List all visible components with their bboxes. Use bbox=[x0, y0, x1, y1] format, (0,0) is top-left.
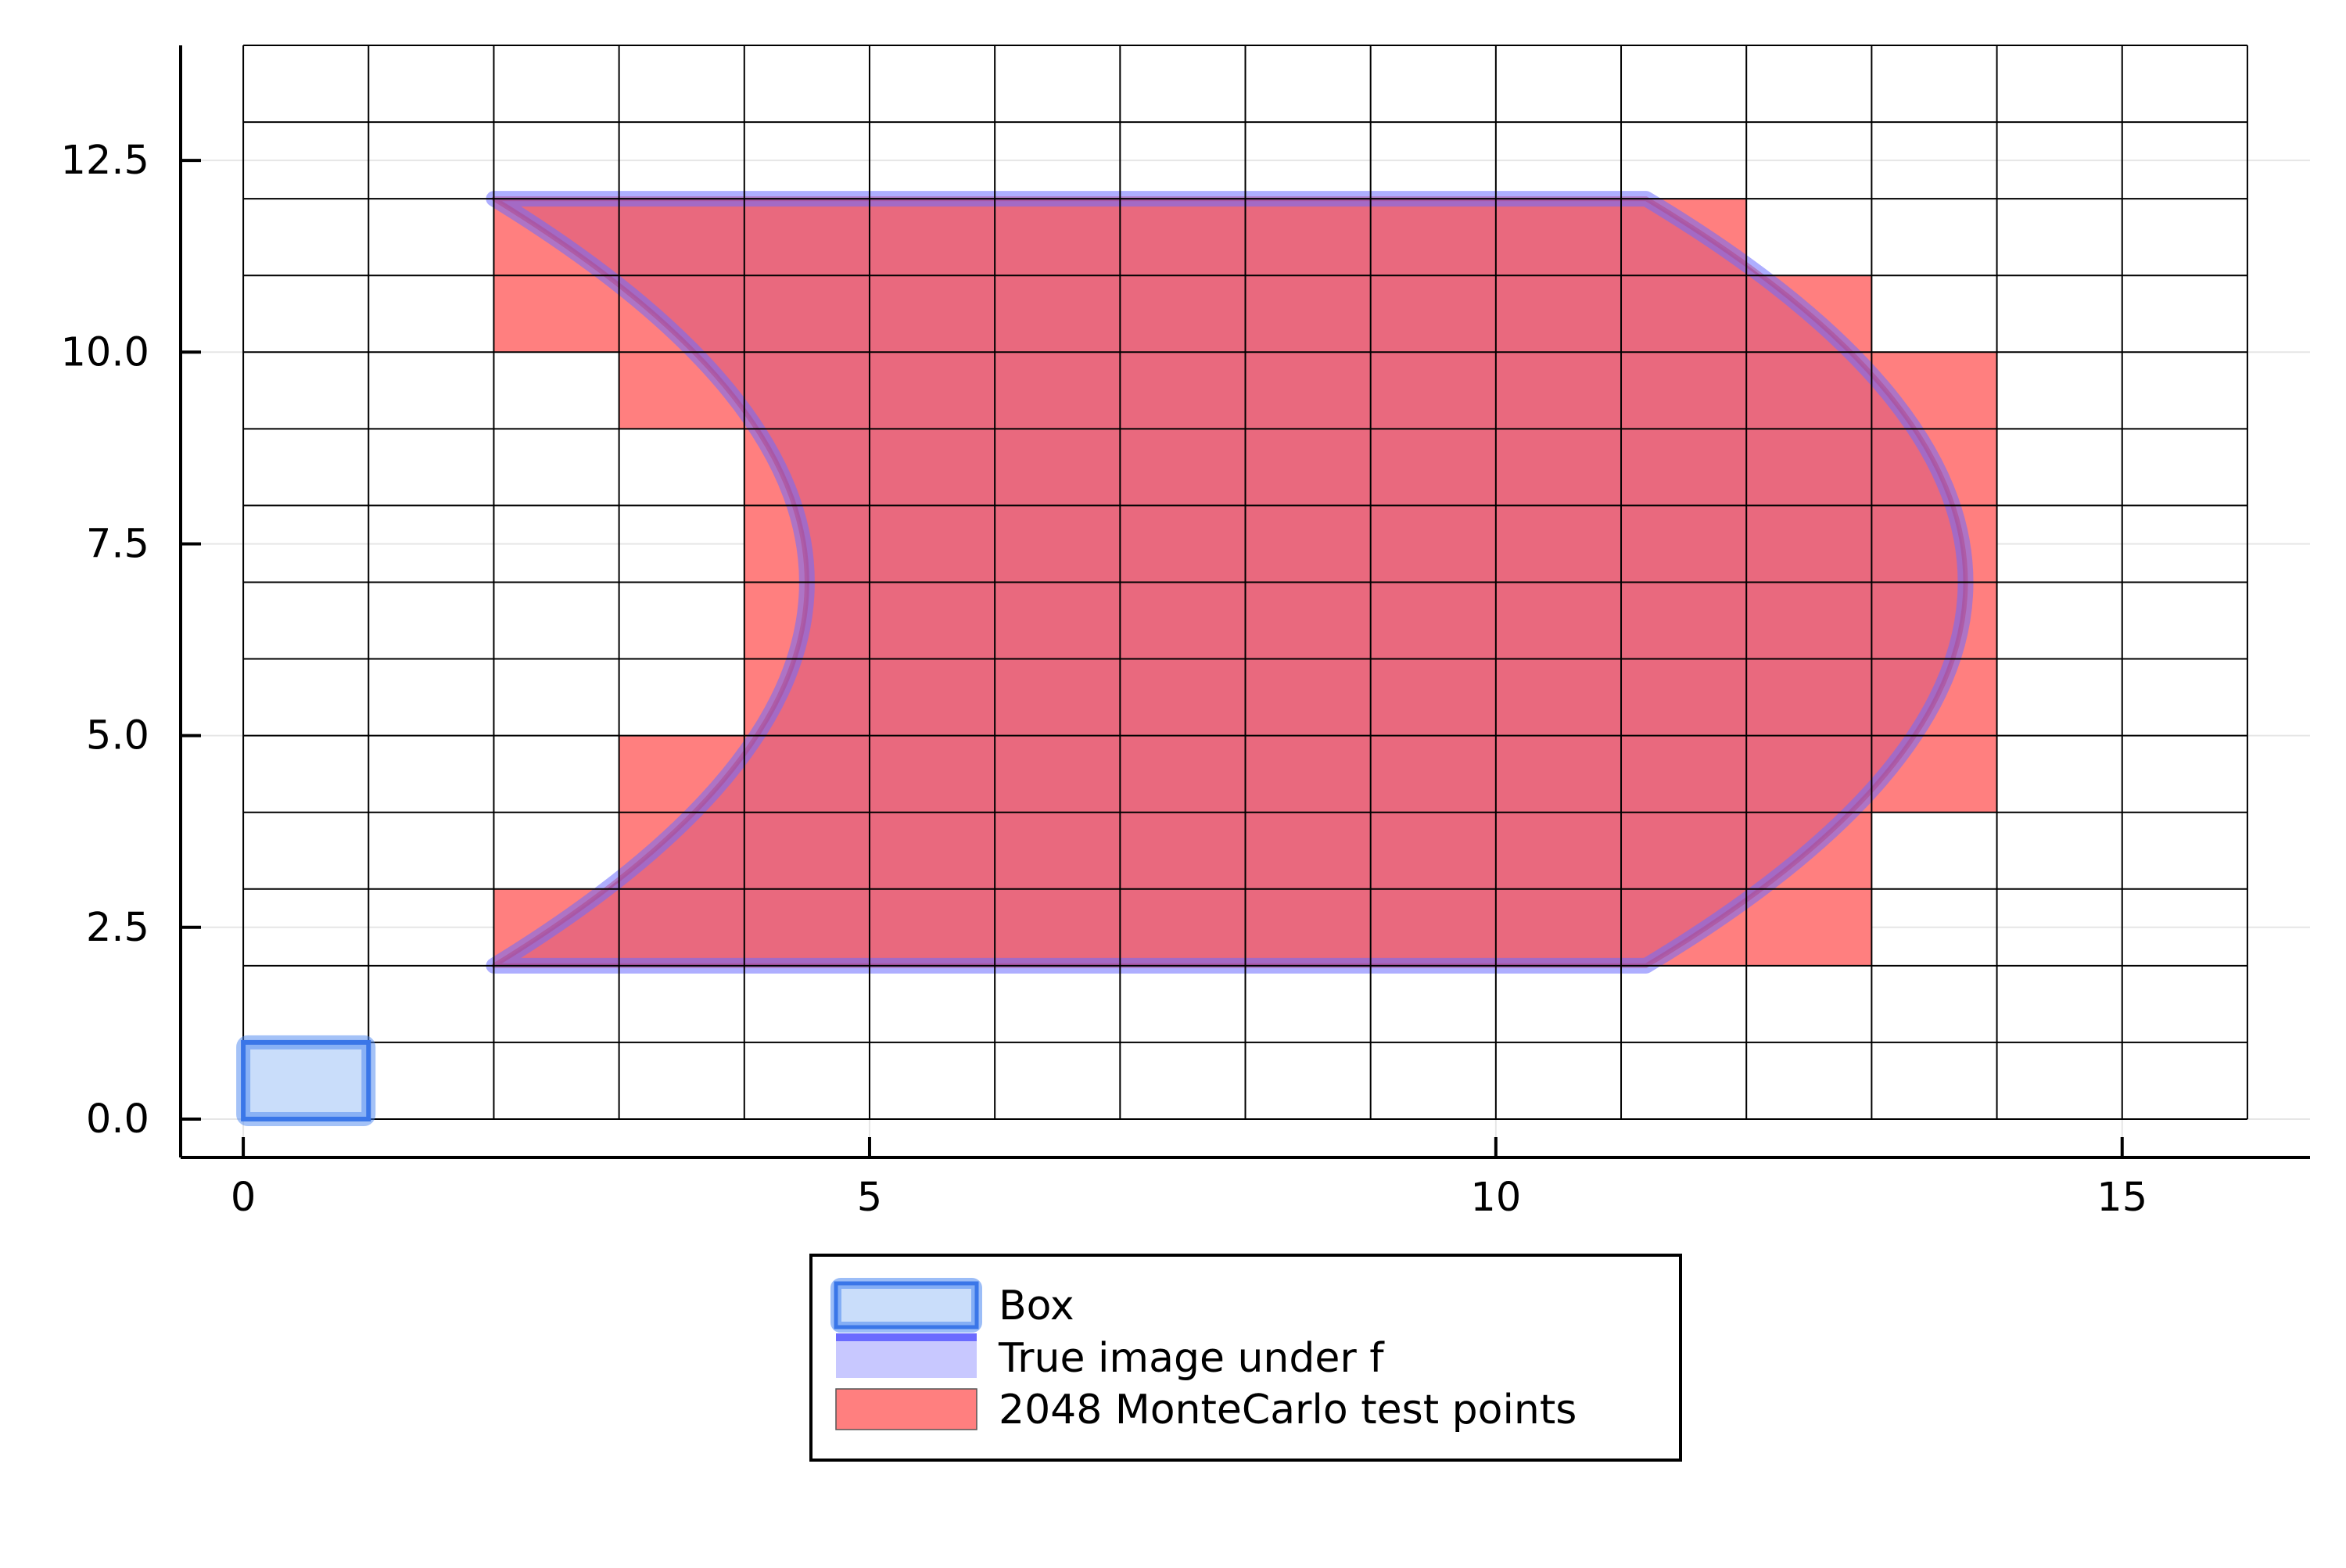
legend-cells-icon bbox=[835, 1388, 978, 1430]
axes bbox=[179, 45, 2310, 1159]
box-outer bbox=[236, 1035, 376, 1126]
x-tick-label: 15 bbox=[2097, 1175, 2147, 1221]
y-tick-label: 5.0 bbox=[86, 713, 149, 759]
legend-box-icon bbox=[830, 1278, 982, 1333]
legend-region-icon bbox=[836, 1337, 977, 1378]
legend-label-cells: 2048 MonteCarlo test points bbox=[999, 1387, 1577, 1433]
y-tick-label: 2.5 bbox=[86, 905, 149, 951]
tick-labels: 0.0 2.5 5.0 7.5 10.0 12.5 0 5 10 15 bbox=[60, 138, 2147, 1221]
box-inner bbox=[241, 1039, 371, 1121]
y-tick-label: 12.5 bbox=[60, 138, 149, 184]
legend-label-region: True image under f bbox=[998, 1335, 1385, 1382]
cell-grid-lines bbox=[242, 45, 2248, 1120]
y-tick-label: 7.5 bbox=[86, 521, 149, 567]
y-tick-label: 10.0 bbox=[60, 329, 149, 375]
x-tick-label: 0 bbox=[231, 1175, 256, 1221]
legend: Box True image under f 2048 MonteCarlo tes… bbox=[809, 1254, 1682, 1462]
legend-label-box: Box bbox=[999, 1283, 1074, 1329]
x-tick-label: 5 bbox=[857, 1175, 882, 1221]
x-tick-label: 10 bbox=[1470, 1175, 1521, 1221]
legend-box-icon-inner bbox=[834, 1281, 979, 1329]
box-rectangle bbox=[236, 1035, 376, 1126]
y-tick-label: 0.0 bbox=[86, 1096, 149, 1143]
